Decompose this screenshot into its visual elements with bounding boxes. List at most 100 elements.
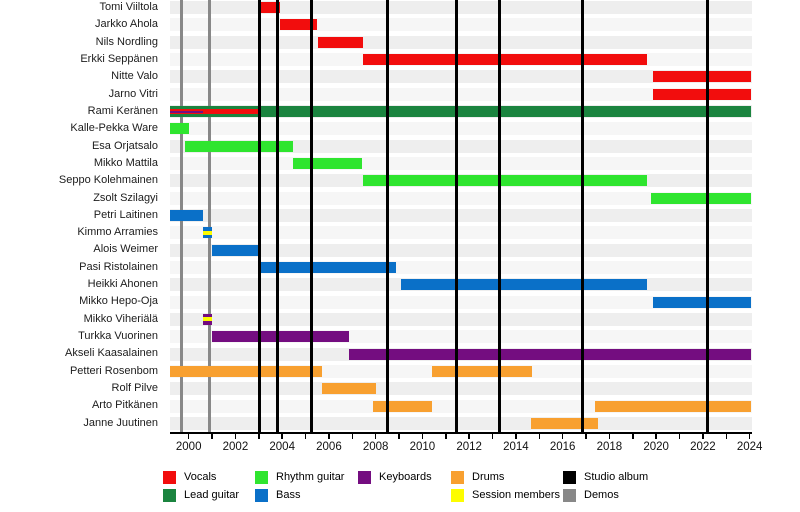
member-label: Mikko Hepo-Oja [79, 295, 158, 308]
member-label: Petteri Rosenbom [69, 364, 158, 377]
timeline-bar-vocals [652, 88, 751, 100]
axis-tick-label: 2014 [503, 441, 529, 453]
timeline-bar-drums [431, 365, 533, 377]
legend-label: Vocals [184, 471, 217, 483]
axis-tick-label: 2004 [269, 441, 295, 453]
timeline-bar-bass [259, 261, 396, 273]
axis-tick [561, 434, 564, 439]
axis-tick-label: 2000 [175, 441, 202, 453]
timeline-bar-vocals [170, 109, 260, 115]
axis-tick [748, 434, 751, 439]
timeline-plot-area [170, 0, 752, 432]
studio-album-line [454, 0, 458, 432]
timeline-bar-keyboards [348, 348, 751, 360]
timeline-bar-bass [170, 210, 203, 221]
member-label: Janne Juutinen [83, 416, 158, 429]
axis-tick [304, 434, 307, 439]
member-label: Akseli Kaasalainen [65, 347, 158, 360]
timeline-bar-drums [321, 383, 376, 395]
member-label: Esa Orjatsalo [91, 139, 158, 152]
timeline-bar-drums [170, 365, 322, 377]
row-band [170, 226, 752, 240]
axis-tick [678, 434, 681, 439]
member-label: Nitte Valo [111, 70, 158, 83]
legend-label: Studio album [584, 471, 649, 483]
row-band [170, 191, 752, 205]
axis-tick [702, 434, 704, 439]
legend-label: Keyboards [379, 471, 432, 483]
row-band [170, 416, 752, 430]
axis-tick-label: 2016 [549, 441, 576, 453]
axis-tick [281, 434, 283, 439]
row-band [170, 18, 752, 32]
axis-tick [655, 434, 657, 439]
timeline-bar-rhythm_guitar [651, 192, 751, 204]
axis-tick-label: 2018 [596, 441, 623, 453]
timeline-bar-bass [401, 279, 647, 291]
legend-label: Drums [472, 471, 505, 483]
timeline-bar-drums [595, 400, 751, 412]
axis-tick [351, 434, 354, 439]
legend-swatch-drums [451, 471, 464, 484]
timeline-bar-vocals [362, 54, 647, 66]
row-band [170, 243, 752, 257]
demo-line [208, 0, 212, 432]
member-label: Mikko Viheriälä [83, 312, 158, 325]
timeline-bar-vocals [259, 2, 280, 14]
legend-swatch-keyboards [358, 471, 371, 484]
member-label: Pasi Ristolainen [79, 260, 158, 273]
axis-tick [374, 434, 377, 439]
member-label: Mikko Mattila [93, 156, 158, 169]
axis-tick [398, 434, 400, 439]
legend-label: Rhythm guitar [276, 471, 345, 483]
member-label: Arto Pitkänen [91, 399, 158, 412]
timeline-bar-drums [531, 417, 598, 429]
timeline-bar-rhythm_guitar [170, 123, 189, 135]
member-label: Jarno Vitri [108, 87, 158, 100]
axis-tick-label: 2010 [409, 441, 436, 453]
axis-tick-label: 2008 [362, 441, 389, 453]
timeline-bar-rhythm_guitar [185, 140, 293, 152]
timeline-bar-session [202, 230, 213, 235]
member-label: Seppo Kolehmainen [58, 174, 158, 187]
legend-swatch-vocals [163, 471, 176, 484]
studio-album-line [258, 0, 262, 432]
axis-tick [421, 434, 424, 439]
timeline-bar-vocals [279, 19, 318, 31]
timeline-bar-rhythm_guitar [292, 158, 362, 170]
legend-label: Bass [276, 489, 301, 501]
legend-swatch-demos [563, 489, 576, 502]
axis-tick [468, 434, 470, 439]
timeline-bar-vocals [318, 36, 363, 48]
member-label: Erkki Seppänen [80, 52, 158, 65]
row-band [170, 35, 752, 49]
axis-tick [491, 434, 494, 439]
member-label: Tomi Viiltola [99, 1, 159, 13]
legend-label: Lead guitar [184, 489, 240, 501]
legend: Vocals Lead guitar Rhythm guitar Bass Keyboa… [0, 460, 800, 512]
member-label: Rami Keränen [87, 104, 158, 117]
member-label: Turkka Vuorinen [78, 330, 158, 343]
axis-tick [608, 434, 611, 439]
axis-tick [445, 434, 447, 439]
x-axis-line [170, 432, 752, 434]
row-band [170, 87, 752, 101]
member-label: Nils Nordling [95, 35, 158, 48]
member-label: Kimmo Arramies [77, 226, 158, 239]
studio-album-line [385, 0, 389, 432]
legend-swatch-session [451, 489, 464, 502]
axis-tick-label: 2022 [690, 441, 716, 453]
axis-tick [328, 434, 330, 439]
member-label: Jarkko Ahola [95, 18, 158, 31]
member-labels-column: Tomi Viiltola Jarkko Ahola Nils Nordling Er… [0, 0, 164, 433]
timeline-bar-bass [652, 296, 751, 308]
row-band [170, 260, 752, 274]
timeline-bar-rhythm_guitar [362, 175, 647, 187]
row-band [170, 209, 752, 222]
member-label: Heikki Ahonen [87, 278, 158, 291]
row-band [170, 122, 752, 136]
legend-label: Session members [472, 489, 561, 501]
legend-swatch-rhythm_guitar [255, 471, 268, 484]
timeline-bar-keyboards [170, 110, 203, 113]
legend-label: Demos [584, 489, 619, 501]
